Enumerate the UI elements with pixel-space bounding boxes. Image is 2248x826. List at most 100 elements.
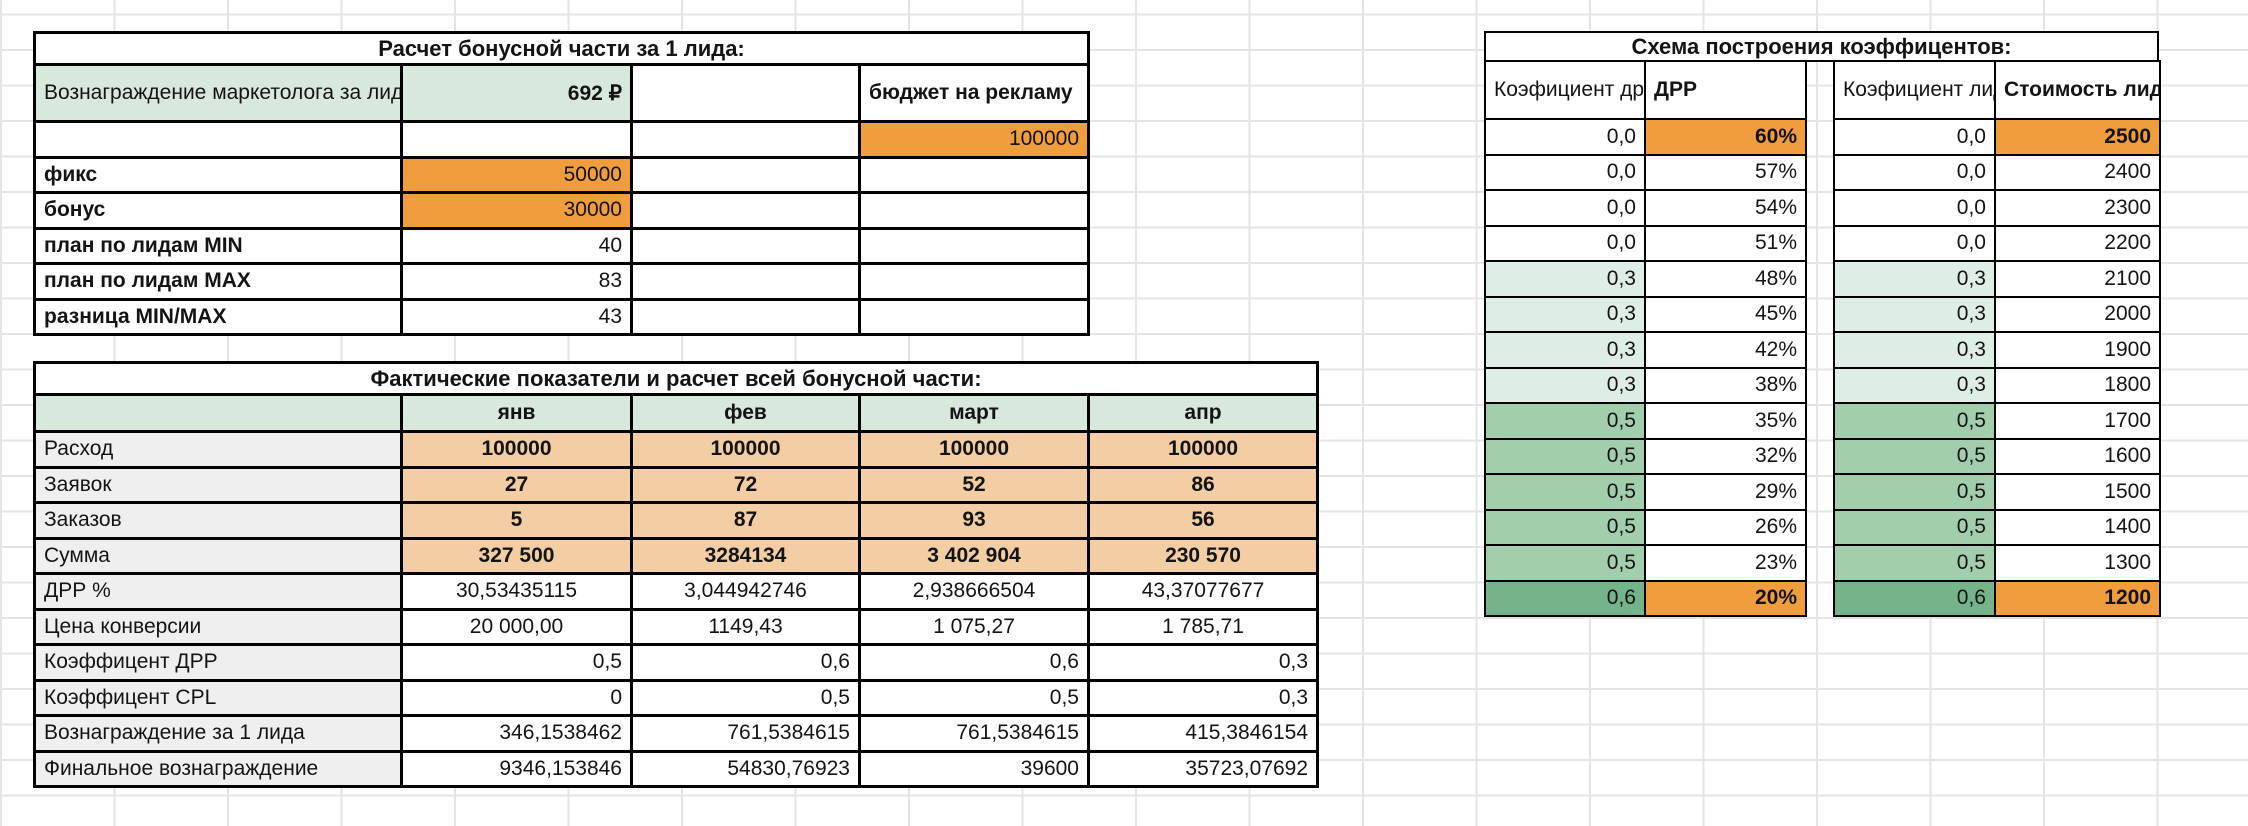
metric-label-cell: Сумма xyxy=(33,536,403,575)
metric-value-cell: 39600 xyxy=(858,749,1090,788)
month-header-cell: апр xyxy=(1086,393,1320,433)
metric-value-cell: 35723,07692 xyxy=(1086,749,1320,788)
k-drr-cell: 0,5 xyxy=(1484,437,1646,475)
k-lead-cell: 0,5 xyxy=(1833,544,1996,582)
k-lead-cell: 0,5 xyxy=(1833,473,1996,511)
drr-cell: 60% xyxy=(1644,118,1807,156)
empty-cell xyxy=(857,191,1091,230)
empty-cell xyxy=(630,297,861,336)
metric-value-cell: 0,5 xyxy=(858,678,1090,717)
reward-label-cell: Вознаграждение маркетолога за лид xyxy=(33,63,403,123)
metric-value-cell: 72 xyxy=(630,465,861,504)
metric-value-cell: 0,6 xyxy=(630,643,861,682)
k-drr-cell: 0,5 xyxy=(1484,402,1646,440)
metric-value-cell: 100000 xyxy=(1086,430,1320,469)
metric-label-cell: Расход xyxy=(33,430,403,469)
k-drr-cell: 0,5 xyxy=(1484,544,1646,582)
cpl-header-cell: Стоимость лида CPL xyxy=(1994,60,2161,120)
drr-coef-table: Коэфициент дрр ДРР 0,0 60% 0,0 57% 0,0 54% … xyxy=(1484,60,1807,617)
cpl-cell: 2000 xyxy=(1994,295,2161,333)
metric-value-cell: 761,5384615 xyxy=(630,714,861,753)
metric-value-cell: 2,938666504 xyxy=(858,572,1090,611)
metric-value-cell: 0,5 xyxy=(400,643,633,682)
plan-max-value-cell: 83 xyxy=(400,262,633,301)
metric-value-cell: 100000 xyxy=(858,430,1090,469)
metric-label-cell: Цена конверсии xyxy=(33,607,403,646)
scheme-title: Схема построения коэффицентов: xyxy=(1484,31,2159,62)
metric-value-cell: 87 xyxy=(630,501,861,540)
month-header-cell: март xyxy=(858,393,1090,433)
metric-value-cell: 86 xyxy=(1086,465,1320,504)
k-drr-cell: 0,5 xyxy=(1484,473,1646,511)
metric-label-cell: Финальное вознаграждение xyxy=(33,749,403,788)
metric-value-cell: 9346,153846 xyxy=(400,749,633,788)
k-lead-cell: 0,3 xyxy=(1833,295,1996,333)
k-drr-cell: 0,3 xyxy=(1484,295,1646,333)
k-lead-cell: 0,5 xyxy=(1833,508,1996,546)
plan-max-label-cell: план по лидам MAX xyxy=(33,262,403,301)
empty-cell xyxy=(857,155,1091,194)
k-lead-cell: 0,3 xyxy=(1833,366,1996,404)
k-drr-header-cell: Коэфициент дрр xyxy=(1484,60,1646,120)
metric-value-cell: 93 xyxy=(858,501,1090,540)
k-lead-cell: 0,0 xyxy=(1833,118,1996,156)
drr-cell: 42% xyxy=(1644,331,1807,369)
drr-header-cell: ДРР xyxy=(1644,60,1807,120)
metric-value-cell: 415,3846154 xyxy=(1086,714,1320,753)
plan-min-value-cell: 40 xyxy=(400,226,633,265)
cpl-coef-table: Коэфициент лиды Стоимость лида CPL 0,025… xyxy=(1833,60,2161,617)
k-drr-cell: 0,5 xyxy=(1484,508,1646,546)
empty-cell xyxy=(857,297,1091,336)
k-lead-cell: 0,3 xyxy=(1833,260,1996,298)
empty-cell xyxy=(400,120,633,159)
fact-table: Фактические показатели и расчет всей бон… xyxy=(32,361,1320,788)
metric-value-cell: 3 402 904 xyxy=(858,536,1090,575)
metric-value-cell: 3284134 xyxy=(630,536,861,575)
budget-label-cell: бюджет на рекламу xyxy=(857,63,1091,123)
metric-label-cell: Заказов xyxy=(33,501,403,540)
k-drr-cell: 0,0 xyxy=(1484,224,1646,262)
k-drr-cell: 0,3 xyxy=(1484,260,1646,298)
metric-value-cell: 56 xyxy=(1086,501,1320,540)
drr-cell: 51% xyxy=(1644,224,1807,262)
empty-cell xyxy=(630,155,861,194)
plan-min-label-cell: план по лидам MIN xyxy=(33,226,403,265)
empty-cell xyxy=(630,226,861,265)
metric-value-cell: 30,53435115 xyxy=(400,572,633,611)
drr-cell: 54% xyxy=(1644,189,1807,227)
drr-cell: 35% xyxy=(1644,402,1807,440)
metric-label-cell: Коэффицент CPL xyxy=(33,678,403,717)
month-header-cell: фев xyxy=(630,393,861,433)
metric-value-cell: 327 500 xyxy=(400,536,633,575)
metric-value-cell: 52 xyxy=(858,465,1090,504)
k-lead-cell: 0,3 xyxy=(1833,331,1996,369)
diff-minmax-value-cell: 43 xyxy=(400,297,633,336)
metric-value-cell: 0,3 xyxy=(1086,678,1320,717)
metric-value-cell: 1 785,71 xyxy=(1086,607,1320,646)
cpl-cell: 1300 xyxy=(1994,544,2161,582)
empty-cell xyxy=(630,63,861,123)
month-header-cell: янв xyxy=(400,393,633,433)
metric-value-cell: 761,5384615 xyxy=(858,714,1090,753)
metric-label-cell: Коэффицент ДРР xyxy=(33,643,403,682)
metric-value-cell: 43,37077677 xyxy=(1086,572,1320,611)
metric-value-cell: 27 xyxy=(400,465,633,504)
drr-cell: 57% xyxy=(1644,153,1807,191)
k-lead-cell: 0,0 xyxy=(1833,189,1996,227)
cpl-cell: 2100 xyxy=(1994,260,2161,298)
cpl-cell: 1500 xyxy=(1994,473,2161,511)
cpl-cell: 1700 xyxy=(1994,402,2161,440)
fact-table-title: Фактические показатели и расчет всей бон… xyxy=(32,361,1320,396)
drr-cell: 20% xyxy=(1644,579,1807,617)
drr-cell: 32% xyxy=(1644,437,1807,475)
k-drr-cell: 0,0 xyxy=(1484,189,1646,227)
cpl-cell: 1400 xyxy=(1994,508,2161,546)
budget-value-cell: 100000 xyxy=(857,120,1091,159)
empty-cell xyxy=(630,262,861,301)
metric-value-cell: 100000 xyxy=(630,430,861,469)
bonus-label-cell: бонус xyxy=(33,191,403,230)
bonus-value-cell: 30000 xyxy=(400,191,633,230)
metric-value-cell: 20 000,00 xyxy=(400,607,633,646)
k-lead-header-cell: Коэфициент лиды xyxy=(1833,60,1996,120)
empty-cell xyxy=(630,120,861,159)
